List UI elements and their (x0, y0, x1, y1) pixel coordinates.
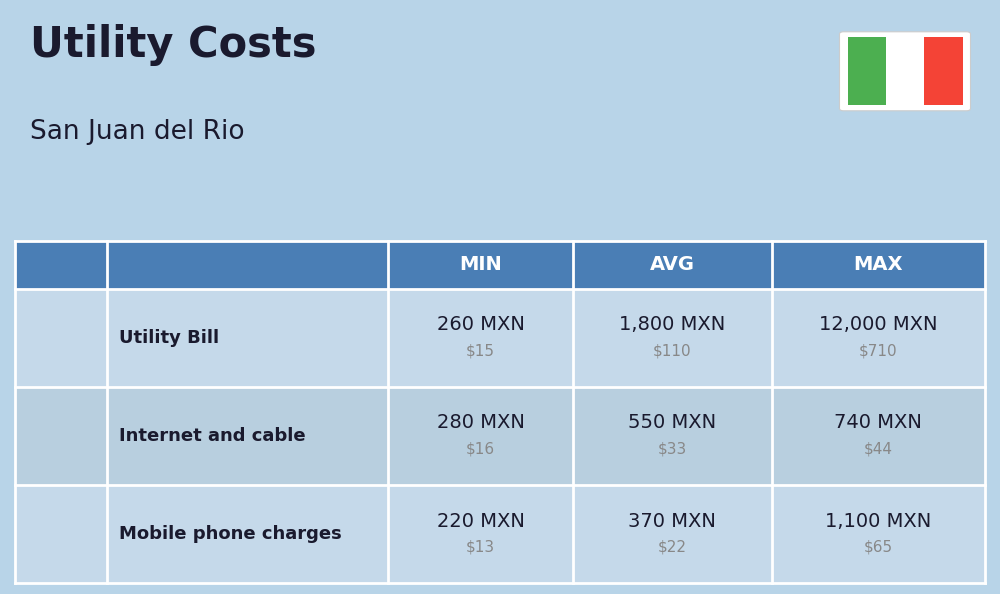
Text: 220 MXN: 220 MXN (437, 511, 525, 530)
Text: $33: $33 (658, 441, 687, 457)
Text: 1,800 MXN: 1,800 MXN (619, 315, 725, 334)
Bar (886, 37, 924, 106)
Text: $110: $110 (653, 343, 691, 358)
Text: MIN: MIN (459, 255, 502, 274)
Text: San Juan del Rio: San Juan del Rio (30, 119, 245, 145)
Bar (848, 37, 886, 106)
Bar (15, 241, 985, 289)
Text: 280 MXN: 280 MXN (437, 413, 525, 432)
Text: $44: $44 (864, 441, 893, 457)
Text: $13: $13 (466, 540, 495, 555)
Text: 550 MXN: 550 MXN (628, 413, 716, 432)
Text: Utility Costs: Utility Costs (30, 24, 316, 66)
Text: Mobile phone charges: Mobile phone charges (119, 525, 342, 543)
Text: 740 MXN: 740 MXN (834, 413, 922, 432)
Text: 1,100 MXN: 1,100 MXN (825, 511, 931, 530)
Text: 260 MXN: 260 MXN (437, 315, 525, 334)
Text: $16: $16 (466, 441, 495, 457)
Text: Utility Bill: Utility Bill (119, 328, 219, 347)
Text: Internet and cable: Internet and cable (119, 427, 306, 445)
Text: $22: $22 (658, 540, 687, 555)
Text: $710: $710 (859, 343, 898, 358)
Text: 370 MXN: 370 MXN (628, 511, 716, 530)
Bar (924, 37, 963, 106)
Text: 12,000 MXN: 12,000 MXN (819, 315, 938, 334)
Text: $65: $65 (864, 540, 893, 555)
Text: MAX: MAX (854, 255, 903, 274)
Text: AVG: AVG (650, 255, 695, 274)
Text: $15: $15 (466, 343, 495, 358)
FancyBboxPatch shape (840, 31, 970, 110)
